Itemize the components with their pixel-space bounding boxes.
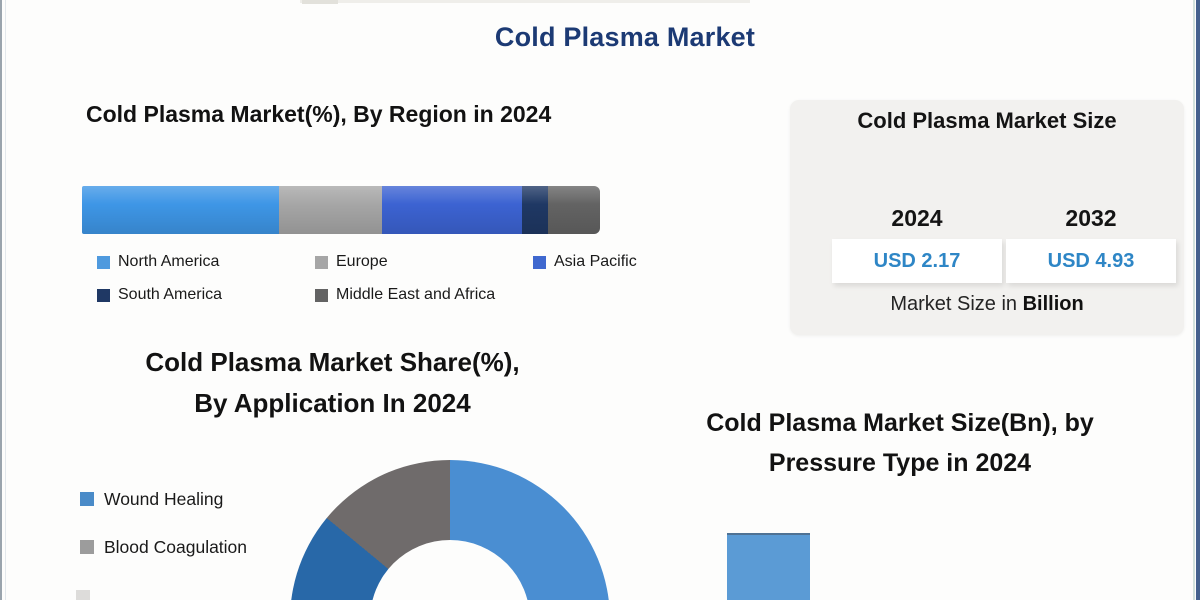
region-chart-title: Cold Plasma Market(%), By Region in 2024 (86, 101, 552, 127)
market-size-panel-title: Cold Plasma Market Size (857, 108, 1117, 133)
legend-swatch-blood-coagulation (80, 540, 94, 554)
legend-label-blood-coagulation: Blood Coagulation (104, 536, 248, 557)
legend-swatch-north-america (97, 255, 110, 269)
bar-segment-middle-east-and-africa (548, 186, 600, 234)
cropped-top-element-nub (302, 0, 338, 4)
application-title-line1: Cold Plasma Market Share(%), (145, 347, 520, 377)
year-label-2024: 2024 (891, 205, 943, 231)
pressure-title-line1: Cold Plasma Market Size(Bn), by (706, 409, 1094, 437)
footnote-unit: Billion (1022, 293, 1084, 315)
pressure-title-line2: Pressure Type in 2024 (768, 449, 1032, 477)
value-box-2032: USD 4.93 (1006, 239, 1176, 283)
page-left-border (0, 0, 2, 600)
legend-item-asia-pacific: Asia Pacific (533, 253, 637, 271)
value-box-2024: USD 2.17 (832, 239, 1002, 283)
cropped-top-element (300, 0, 750, 3)
market-size-column-2024: 2024 USD 2.17 (832, 205, 1002, 283)
legend-item-blood-coagulation: Blood Coagulation (80, 536, 248, 557)
legend-item-south-america: South America (97, 286, 222, 304)
legend-swatch-middle-east-and-africa (315, 288, 328, 302)
pressure-bar (727, 533, 810, 600)
market-size-panel: Cold Plasma Market Size 2024 USD 2.17 20… (790, 100, 1184, 335)
bar-segment-asia-pacific (382, 186, 523, 234)
legend-swatch-south-america (97, 288, 110, 302)
legend-item-wound-healing: Wound Healing (80, 488, 247, 509)
bar-segment-europe (278, 186, 383, 234)
application-chart-title: Cold Plasma Market Share(%), By Applicat… (60, 342, 605, 424)
application-title-line2: By Application In 2024 (194, 388, 471, 418)
legend-item-middle-east-and-africa: Middle East and Africa (315, 286, 495, 304)
legend-label-wound-healing: Wound Healing (104, 488, 224, 509)
bar-segment-south-america (522, 186, 549, 234)
pressure-chart-title: Cold Plasma Market Size(Bn), by Pressure… (655, 403, 1145, 483)
legend-item-europe: Europe (315, 253, 388, 271)
footnote-prefix: Market Size in (890, 293, 1023, 315)
application-legend: Wound Healing Blood Coagulation (80, 488, 248, 557)
legend-swatch-cropped (76, 590, 90, 600)
market-size-column-2032: 2032 USD 4.93 (1006, 205, 1176, 283)
page-right-inner-border (1193, 0, 1195, 600)
legend-label-europe: Europe (336, 253, 388, 270)
market-size-footnote: Market Size in Billion (790, 293, 1184, 316)
legend-item-north-america: North America (97, 253, 219, 271)
year-label-2032: 2032 (1065, 205, 1117, 231)
legend-label-south-america: South America (118, 286, 223, 303)
page-right-border (1196, 0, 1200, 600)
page-left-inner-border (5, 0, 6, 600)
legend-label-asia-pacific: Asia Pacific (554, 253, 637, 270)
legend-swatch-europe (315, 255, 328, 269)
bar-segment-north-america (82, 186, 279, 234)
region-stacked-bar (82, 186, 600, 234)
legend-swatch-asia-pacific (533, 255, 546, 269)
legend-label-north-america: North America (118, 253, 220, 270)
legend-label-middle-east-and-africa: Middle East and Africa (336, 286, 496, 303)
legend-swatch-wound-healing (80, 492, 94, 506)
page-title: Cold Plasma Market (494, 22, 756, 52)
